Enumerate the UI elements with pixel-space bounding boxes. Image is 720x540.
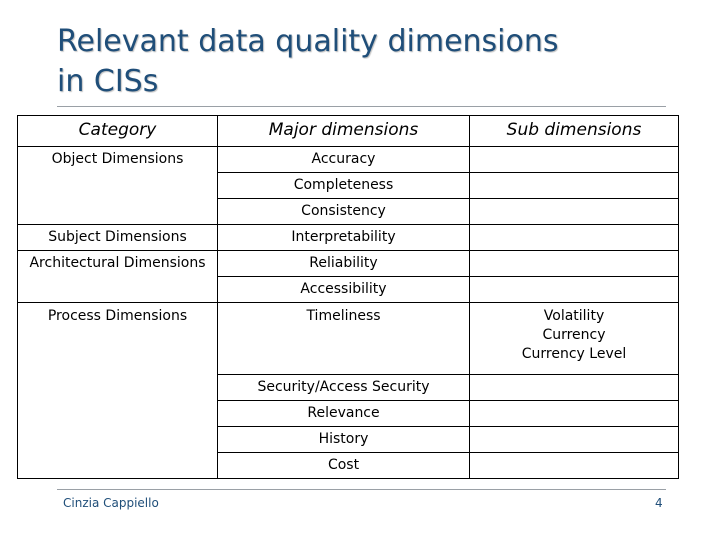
major-dimension-cell: Timeliness: [217, 302, 470, 375]
category-cell: Object Dimensions: [17, 146, 218, 173]
dimensions-table: Category Major dimensions Sub dimensions…: [17, 115, 679, 479]
footer-divider: [57, 489, 666, 490]
major-dimension-cell: Relevance: [217, 400, 470, 427]
major-dimension-cell: Security/Access Security: [217, 374, 470, 401]
sub-dimension-cell: [469, 452, 679, 479]
header-category: Category: [17, 115, 218, 147]
category-cell: [17, 426, 218, 453]
major-dimension-cell: Consistency: [217, 198, 470, 225]
sub-dimension-cell: [469, 426, 679, 453]
category-cell: Process Dimensions: [17, 302, 218, 375]
major-dimension-cell: History: [217, 426, 470, 453]
category-cell: Architectural Dimensions: [17, 250, 218, 277]
table-row: Completeness: [17, 172, 679, 199]
major-dimension-cell: Accessibility: [217, 276, 470, 303]
title-divider: [57, 106, 666, 107]
slide-title: Relevant data quality dimensions in CISs: [57, 22, 657, 102]
table-row: Architectural Dimensions Reliability: [17, 250, 679, 277]
sub-dimension-cell: Volatility Currency Currency Level: [469, 302, 679, 375]
sub-dimension-item: Currency: [542, 327, 606, 343]
category-cell: Subject Dimensions: [17, 224, 218, 251]
sub-dimension-cell: [469, 400, 679, 427]
table-row: Cost: [17, 452, 679, 479]
sub-dimension-item: Currency Level: [521, 346, 627, 362]
category-cell: [17, 374, 218, 401]
table-row: Security/Access Security: [17, 374, 679, 401]
category-cell: [17, 172, 218, 199]
category-cell: [17, 452, 218, 479]
table-header-row: Category Major dimensions Sub dimensions: [17, 115, 679, 147]
category-cell: [17, 198, 218, 225]
sub-dimension-cell: [469, 250, 679, 277]
sub-dimension-cell: [469, 374, 679, 401]
major-dimension-cell: Reliability: [217, 250, 470, 277]
slide-title-line-2: in CISs: [57, 64, 159, 99]
major-dimension-cell: Completeness: [217, 172, 470, 199]
table-row: History: [17, 426, 679, 453]
header-major-dimensions: Major dimensions: [217, 115, 470, 147]
table-row: Consistency: [17, 198, 679, 225]
major-dimension-cell: Accuracy: [217, 146, 470, 173]
table-row: Relevance: [17, 400, 679, 427]
sub-dimension-cell: [469, 146, 679, 173]
major-dimension-cell: Cost: [217, 452, 470, 479]
header-sub-dimensions: Sub dimensions: [469, 115, 679, 147]
page-number: 4: [655, 496, 663, 510]
sub-dimension-item: Volatility: [543, 308, 605, 324]
table-row: Accessibility: [17, 276, 679, 303]
major-dimension-cell: Interpretability: [217, 224, 470, 251]
table-row: Process Dimensions Timeliness Volatility…: [17, 302, 679, 375]
sub-dimension-cell: [469, 276, 679, 303]
category-cell: [17, 400, 218, 427]
sub-dimension-cell: [469, 172, 679, 199]
sub-dimension-cell: [469, 224, 679, 251]
footer-author: Cinzia Cappiello: [63, 496, 159, 510]
table-row: Subject Dimensions Interpretability: [17, 224, 679, 251]
sub-dimension-cell: [469, 198, 679, 225]
table-row: Object Dimensions Accuracy: [17, 146, 679, 173]
category-cell: [17, 276, 218, 303]
slide-title-line-1: Relevant data quality dimensions: [57, 24, 559, 59]
